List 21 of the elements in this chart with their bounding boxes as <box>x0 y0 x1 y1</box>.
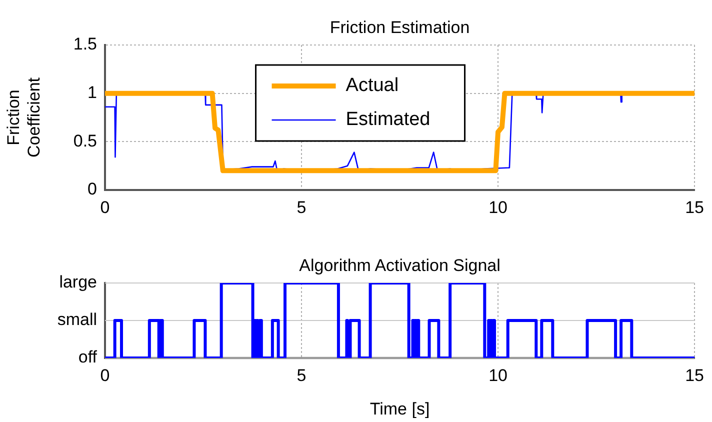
x-tick-label: 10 <box>488 366 508 385</box>
legend-label: Estimated <box>346 109 430 130</box>
y-tick-label: 1.5 <box>73 34 97 54</box>
x-axis-title: Time [s] <box>370 399 430 418</box>
y-axis-title: Friction Coefficient <box>4 77 44 158</box>
y-tick-label: 0.5 <box>73 131 97 150</box>
y-tick-label: 1 <box>88 83 97 102</box>
legend-label: Actual <box>346 75 399 96</box>
chart-title: Algorithm Activation Signal <box>299 256 500 276</box>
x-tick-label: 10 <box>488 198 508 217</box>
ref-line-label: small <box>57 310 97 330</box>
x-tick-label: 15 <box>685 198 704 217</box>
ref-line-label: off <box>78 348 98 367</box>
x-tick-label: 0 <box>100 366 110 385</box>
x-tick-label: 0 <box>100 198 110 217</box>
x-tick-label: 15 <box>685 366 704 385</box>
ref-line-label: large <box>59 272 97 292</box>
x-tick-label: 5 <box>296 198 306 217</box>
x-tick-label: 5 <box>296 366 306 385</box>
chart-title: Friction Estimation <box>330 18 470 38</box>
y-tick-label: 0 <box>88 180 97 199</box>
